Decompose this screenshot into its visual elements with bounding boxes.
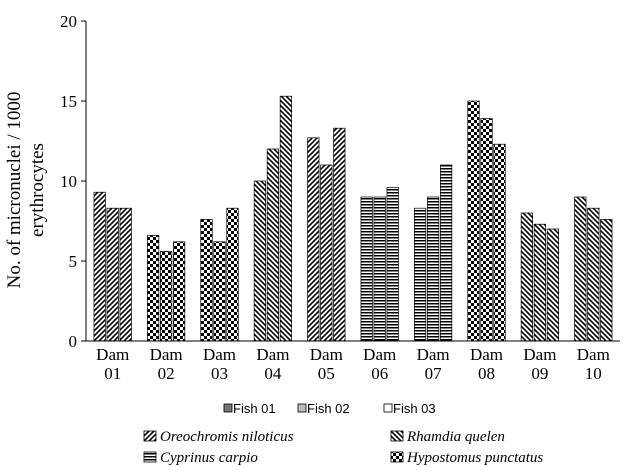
legend-fish-01: Fish 01 [223,401,276,416]
bar-6-fish-03 [386,187,399,342]
x-tick-label: 06 [371,364,388,383]
x-tick-label: Dam [256,345,289,364]
bar-5-fish-01 [307,137,320,342]
bar-8-fish-01 [467,100,480,342]
x-tick-label: Dam [363,345,396,364]
x-tick-label: Dam [523,345,556,364]
y-tick-label: 15 [60,92,77,111]
bar-9-fish-03 [546,228,560,342]
x-tick-label: 09 [531,364,548,383]
x-tick-label: Dam [203,345,236,364]
bar-7-fish-01 [414,207,427,342]
x-tick-label: 05 [318,364,335,383]
bar-4-fish-01 [253,180,266,342]
y-tick-label: 5 [69,252,78,271]
bar-3-fish-03 [226,207,239,342]
bar-9-fish-01 [520,212,534,342]
x-tick-label: 03 [211,364,228,383]
bar-10-fish-02 [587,207,600,342]
bar-3-fish-01 [200,219,213,342]
bar-2-fish-03 [173,241,186,342]
y-tick-label: 20 [60,12,77,31]
x-tick-label: Dam [150,345,183,364]
y-axis-title-line2: erythrocytes [27,143,48,237]
x-tick-label: 07 [425,364,443,383]
bar-6-fish-01 [360,196,373,342]
x-tick-label: Dam [96,345,129,364]
x-tick-label: 08 [478,364,495,383]
x-tick-label: 10 [585,364,602,383]
x-tick-label: 02 [158,364,175,383]
bar-5-fish-02 [320,164,333,342]
x-tick-label: 04 [264,364,282,383]
legend-oreochromis-label: Oreochromis niloticus [160,429,294,445]
legend-fish-03: Fish 03 [383,401,436,416]
legend-fish-02: Fish 02 [297,401,350,416]
x-axis-labels: Dam01Dam02Dam03Dam04Dam05Dam06Dam07Dam08… [96,345,610,383]
bar-3-fish-02 [213,241,226,342]
bar-8-fish-03 [493,143,506,342]
y-axis-title-line1: No. of micronuclei / 1000 [4,92,25,289]
bar-2-fish-02 [160,251,173,342]
y-tick-label: 10 [60,172,77,191]
bar-1-fish-01 [93,191,106,342]
bar-5-fish-03 [333,127,346,342]
bar-9-fish-02 [533,223,547,342]
y-tick-label: 0 [69,332,78,351]
legend: Fish 01 Fish 02 Fish 03 Oreochromis nilo… [143,401,543,466]
bar-2-fish-01 [147,235,160,342]
y-axis-title: No. of micronuclei / 1000 erythrocytes [4,92,48,289]
x-tick-label: Dam [470,345,503,364]
bar-7-fish-02 [427,196,440,342]
bar-4-fish-03 [279,95,292,342]
bar-1-fish-03 [119,207,132,342]
x-tick-label: 01 [104,364,121,383]
legend-hypostomus-label: Hypostomus punctatus [406,450,543,466]
legend-cyprinus: Cyprinus carpio [143,450,258,466]
bar-8-fish-02 [480,118,493,342]
legend-rhamdia-label: Rhamdia quelen [406,429,505,445]
legend-cyprinus-label: Cyprinus carpio [160,450,258,466]
x-tick-label: Dam [310,345,343,364]
legend-rhamdia: Rhamdia quelen [390,429,505,445]
bar-7-fish-03 [440,164,453,342]
bars [93,95,613,342]
legend-hypostomus: Hypostomus punctatus [390,450,543,466]
bar-10-fish-01 [574,196,587,342]
bar-6-fish-02 [373,196,386,342]
legend-oreochromis: Oreochromis niloticus [143,429,294,445]
bar-1-fish-02 [106,207,119,342]
legend-fish-01-label: Fish 01 [233,401,276,416]
y-axis: 0 5 10 15 20 [60,12,86,351]
bar-10-fish-03 [600,219,613,342]
legend-fish-03-label: Fish 03 [393,401,436,416]
x-tick-label: Dam [417,345,450,364]
bar-4-fish-02 [266,148,279,342]
x-tick-label: Dam [577,345,610,364]
legend-fish-02-label: Fish 02 [307,401,350,416]
